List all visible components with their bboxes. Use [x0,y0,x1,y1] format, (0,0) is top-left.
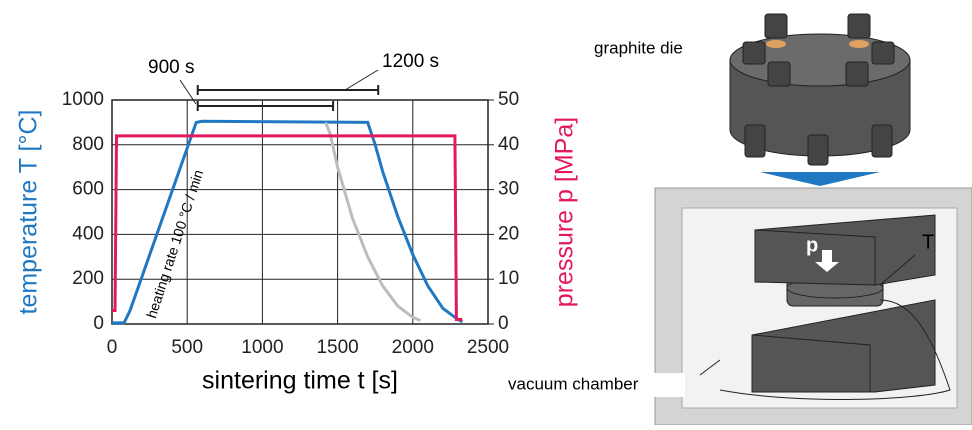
x-tick-label: 1000 [241,337,283,358]
x-tick-label: 2500 [467,337,509,358]
x-tick-label: 500 [171,337,203,358]
line [112,119,464,325]
die-illustration [729,13,911,166]
pressure-label: p [806,234,818,256]
x-axis-label: sintering time t [s] [202,367,398,395]
thermo-label: T [922,231,934,253]
x-tick-label: 1500 [316,337,358,358]
y-tick-label: 400 [72,223,104,244]
plot-frame [111,99,489,325]
y2-axis-label: pressure p [MPa] [551,117,579,307]
y2-tick-label: 10 [498,268,519,289]
x-tick-label: 2000 [392,337,434,358]
y2-tick-label: 30 [498,179,519,200]
y-tick-label: 600 [72,179,104,200]
y2-tick-label: 40 [498,134,519,155]
line [324,121,421,323]
annotation: 1200 s [382,51,439,72]
arrow [760,172,880,186]
span-bracket [196,101,335,111]
span-bracket [196,85,380,95]
y2-tick-label: 20 [498,223,519,244]
chamber-illustration [505,187,972,426]
y2-tick-label: 0 [498,313,509,334]
leader [179,79,197,105]
y-tick-label: 800 [72,134,104,155]
annotation: 900 s [148,57,194,78]
die-label: graphite die [594,38,683,57]
y-tick-label: 1000 [62,89,104,110]
leader [344,69,379,91]
x-tick-label: 0 [107,337,118,358]
y-tick-label: 0 [93,313,104,334]
y-tick-label: 200 [72,268,104,289]
line [112,134,463,322]
y-axis-label: temperature T [°C] [15,110,43,315]
y2-tick-label: 50 [498,89,519,110]
chamber-label: vacuum chamber [508,374,639,393]
